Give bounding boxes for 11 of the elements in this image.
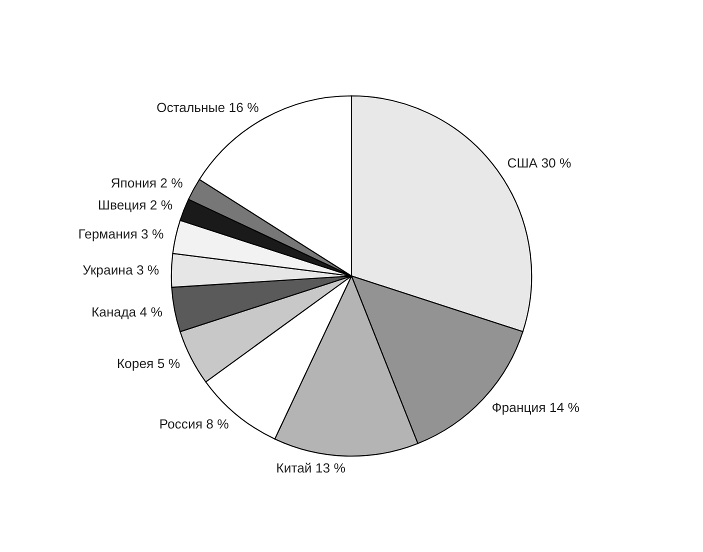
slice-label: Корея 5 % — [116, 356, 180, 371]
slice-label: США 30 % — [507, 155, 572, 170]
slice-label: Франция 14 % — [492, 400, 580, 416]
slice-label: Россия 8 % — [159, 416, 230, 432]
slice-label: Остальные 16 % — [156, 100, 260, 115]
slice-label: Германия 3 % — [78, 226, 164, 242]
slice-label: Канада 4 % — [91, 304, 163, 320]
slice-label: Китай 13 % — [276, 460, 346, 476]
slice-label: Япония 2 % — [110, 176, 184, 191]
slice-label: Украина 3 % — [82, 262, 160, 278]
slice-label: Швеция 2 % — [98, 198, 173, 213]
